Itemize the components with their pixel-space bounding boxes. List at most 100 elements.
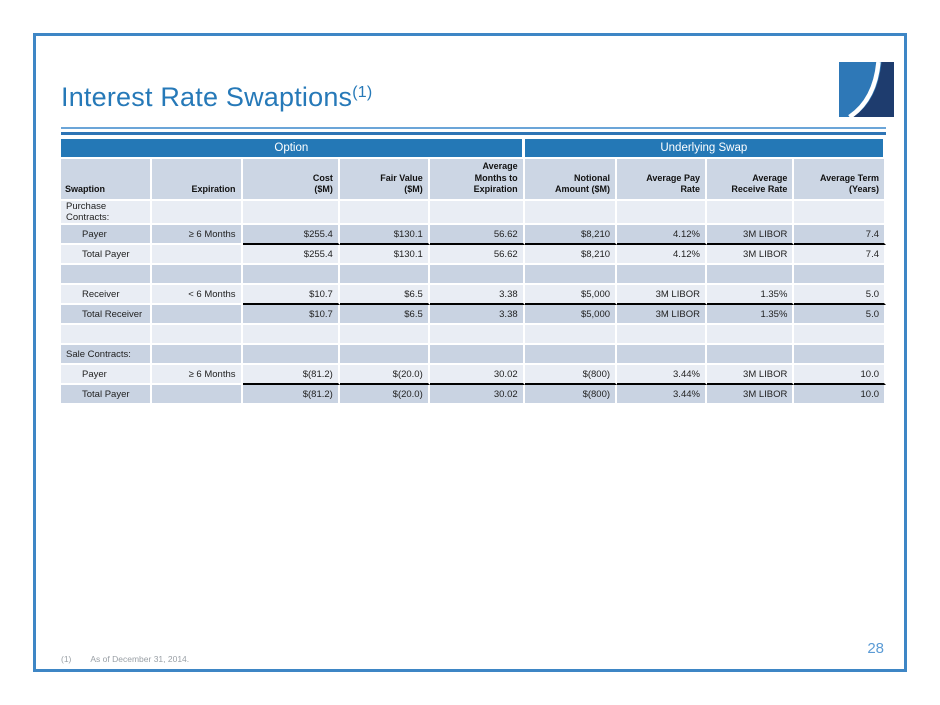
table-cell: 5.0 [794, 285, 886, 306]
table-cell [524, 201, 618, 226]
company-logo-icon [839, 62, 894, 117]
table-cell: $(800) [524, 365, 618, 386]
table-cell: $(20.0) [339, 365, 430, 386]
table-cell: $(800) [524, 385, 618, 406]
table-cell: 30.02 [429, 365, 525, 386]
table-cell: 3.38 [429, 285, 525, 306]
table-cell: 3M LIBOR [706, 225, 795, 246]
table-cell: Receiver [61, 285, 152, 306]
table-cell: $(81.2) [242, 365, 340, 386]
table-cell: Total Payer [61, 245, 152, 266]
column-header: Fair Value ($M) [339, 159, 430, 202]
table-cell: Total Receiver [61, 305, 152, 326]
table-cell [429, 265, 525, 286]
table-cell [339, 201, 430, 226]
table-row: Total Payer $255.4 $130.1 56.62 $8,210 4.12% 3… [61, 245, 886, 266]
table-cell [242, 265, 340, 286]
table-cell [429, 325, 525, 346]
table-cell: $130.1 [339, 245, 430, 266]
table-cell [617, 201, 707, 226]
table-cell: $6.5 [339, 305, 430, 326]
table-cell [617, 325, 707, 346]
column-header: Notional Amount ($M) [524, 159, 618, 202]
footnote-marker: (1) [61, 654, 72, 664]
table-cell [706, 345, 795, 366]
page-title-text: Interest Rate Swaptions [61, 82, 353, 112]
table-row: Purchase Contracts: [61, 201, 886, 226]
table-cell: ≥ 6 Months [151, 225, 243, 246]
swaptions-table: Option Underlying Swap Swaption Expiration C… [61, 139, 886, 406]
table-cell: 1.35% [706, 285, 795, 306]
table-cell: Total Payer [61, 385, 152, 406]
table-cell: Sale Contracts: [61, 345, 152, 366]
table-cell: 3M LIBOR [617, 285, 707, 306]
table-group-header-row: Option Underlying Swap [61, 139, 886, 159]
table-row: Total Receiver $10.7 $6.5 3.38 $5,000 3M LIBO… [61, 305, 886, 326]
page-number: 28 [867, 640, 884, 657]
page-title: Interest Rate Swaptions(1) [61, 82, 372, 113]
column-header: Average Months to Expiration [429, 159, 525, 202]
column-header: Expiration [151, 159, 243, 202]
table-cell [617, 345, 707, 366]
table-cell: $6.5 [339, 285, 430, 306]
table-cell [706, 325, 795, 346]
table-cell [617, 265, 707, 286]
table-cell: $5,000 [524, 305, 618, 326]
table-cell: 3.44% [617, 385, 707, 406]
table-row [61, 325, 886, 346]
table-cell: 30.02 [429, 385, 525, 406]
table-cell: 4.12% [617, 225, 707, 246]
table-cell [151, 305, 243, 326]
column-header: Swaption [61, 159, 152, 202]
table-cell: $8,210 [524, 245, 618, 266]
table-cell: 7.4 [794, 225, 886, 246]
table-cell: 5.0 [794, 305, 886, 326]
table-cell: 1.35% [706, 305, 795, 326]
table-cell [794, 201, 886, 226]
column-header: Average Pay Rate [617, 159, 707, 202]
table-row: Total Payer $(81.2) $(20.0) 30.02 $(800) 3.44… [61, 385, 886, 406]
table-cell: 3M LIBOR [617, 305, 707, 326]
table-cell: Payer [61, 365, 152, 386]
table-cell: 4.12% [617, 245, 707, 266]
table-cell: Purchase Contracts: [61, 201, 152, 226]
table-cell: $(81.2) [242, 385, 340, 406]
table-cell: ≥ 6 Months [151, 365, 243, 386]
table-cell: 3M LIBOR [706, 385, 795, 406]
table-row [61, 265, 886, 286]
table-cell [151, 201, 243, 226]
table-cell: $(20.0) [339, 385, 430, 406]
table-row: Payer ≥ 6 Months $(81.2) $(20.0) 30.02 $(800)… [61, 365, 886, 386]
table-cell: $8,210 [524, 225, 618, 246]
table-cell [61, 265, 152, 286]
table-row: Sale Contracts: [61, 345, 886, 366]
table-cell [524, 325, 618, 346]
table-cell: $255.4 [242, 245, 340, 266]
table-cell [339, 325, 430, 346]
table-cell [151, 325, 243, 346]
table-cell [794, 345, 886, 366]
table-cell: 10.0 [794, 365, 886, 386]
table-cell [794, 325, 886, 346]
table-cell: 10.0 [794, 385, 886, 406]
table-cell [524, 345, 618, 366]
table-column-header-row: Swaption Expiration Cost ($M) Fair Value ($… [61, 159, 886, 202]
table-cell [339, 345, 430, 366]
table-cell: $5,000 [524, 285, 618, 306]
table-cell [151, 265, 243, 286]
table-cell [794, 265, 886, 286]
table-cell: 56.62 [429, 245, 525, 266]
table-cell: $130.1 [339, 225, 430, 246]
footnote-text: As of December 31, 2014. [90, 654, 190, 664]
table-cell: $255.4 [242, 225, 340, 246]
table-group-header: Option [61, 139, 525, 159]
table-cell [339, 265, 430, 286]
table-cell: $10.7 [242, 305, 340, 326]
table-cell: 7.4 [794, 245, 886, 266]
swaptions-table-container: Option Underlying Swap Swaption Expiration C… [61, 139, 886, 406]
table-cell [242, 201, 340, 226]
page-title-footnote-ref: (1) [352, 84, 373, 101]
table-cell: 3.44% [617, 365, 707, 386]
title-divider [61, 127, 886, 135]
table-cell: $10.7 [242, 285, 340, 306]
